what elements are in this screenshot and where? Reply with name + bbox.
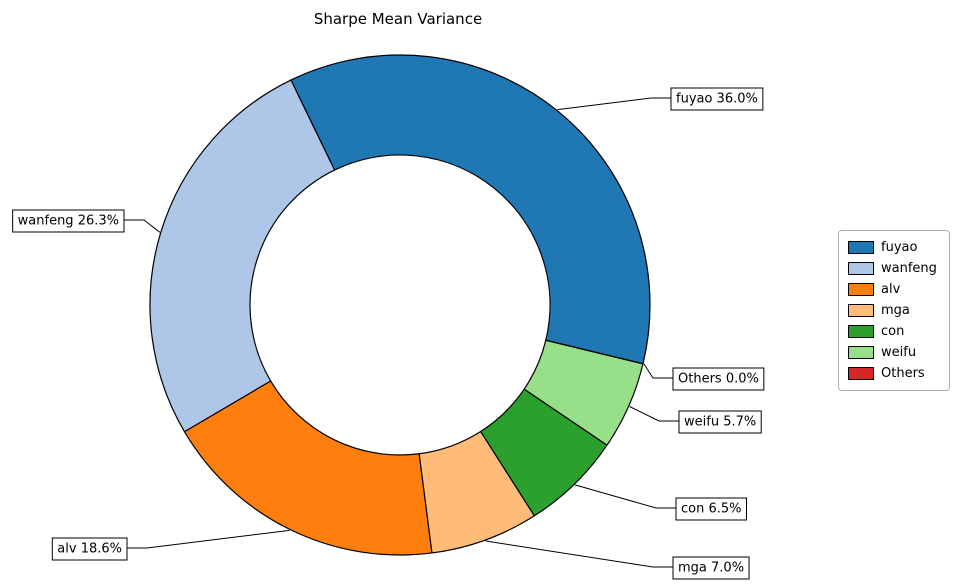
- legend-label: con: [881, 324, 905, 339]
- legend-label: fuyao: [881, 240, 918, 255]
- slice-label: fuyao 36.0%: [676, 92, 758, 107]
- label-leader-line: [643, 363, 673, 379]
- legend-swatch: [848, 346, 874, 359]
- label-leader-line: [574, 484, 676, 509]
- legend-label: mga: [881, 303, 910, 318]
- legend-label: wanfeng: [881, 261, 937, 276]
- legend-item-fuyao: fuyao: [848, 237, 937, 258]
- slice-label: alv 18.6%: [57, 542, 122, 557]
- legend-swatch: [848, 325, 874, 338]
- legend-label: alv: [881, 282, 901, 297]
- label-leader-line: [557, 97, 671, 111]
- legend-item-wanfeng: wanfeng: [848, 258, 937, 279]
- slice-label: wanfeng 26.3%: [18, 214, 119, 229]
- slices-group: [149, 54, 651, 556]
- label-leader-line: [124, 219, 161, 233]
- slice-label-box: [675, 497, 747, 521]
- legend-swatch: [848, 262, 874, 275]
- pie-slice-Others: [545, 339, 644, 365]
- slice-label-box: [51, 537, 128, 561]
- legend-item-Others: Others: [848, 363, 937, 384]
- legend-swatch: [848, 283, 874, 296]
- legend-swatch: [848, 367, 874, 380]
- label-leader-line: [485, 540, 673, 568]
- label-leader-line: [127, 529, 290, 549]
- legend: fuyao wanfeng alv mga con weifu Others: [838, 230, 950, 391]
- label-leader-line: [629, 406, 679, 422]
- slice-label-box: [12, 209, 125, 233]
- legend-item-mga: mga: [848, 300, 937, 321]
- pie-slice-alv: [183, 380, 433, 556]
- slice-label-box: [670, 87, 764, 111]
- pie-slice-wanfeng: [149, 79, 336, 433]
- legend-label: weifu: [881, 345, 917, 360]
- leaders-group: [124, 97, 679, 568]
- slice-label-box: [678, 410, 762, 434]
- slice-label-box: [672, 367, 765, 391]
- legend-item-con: con: [848, 321, 937, 342]
- slice-label: mga 7.0%: [678, 561, 744, 576]
- slice-label: Others 0.0%: [678, 372, 759, 387]
- slice-label-box: [672, 556, 750, 580]
- legend-swatch: [848, 241, 874, 254]
- slice-label: con 6.5%: [681, 502, 742, 517]
- pie-slice-fuyao: [290, 54, 651, 365]
- labels-group: fuyao 36.0% wanfeng 26.3% alv 18.6% mga 7.0…: [12, 87, 765, 580]
- legend-item-weifu: weifu: [848, 342, 937, 363]
- slice-label: weifu 5.7%: [684, 415, 756, 430]
- chart-title: Sharpe Mean Variance: [313, 10, 483, 28]
- legend-swatch: [848, 304, 874, 317]
- legend-item-alv: alv: [848, 279, 937, 300]
- legend-label: Others: [881, 366, 925, 381]
